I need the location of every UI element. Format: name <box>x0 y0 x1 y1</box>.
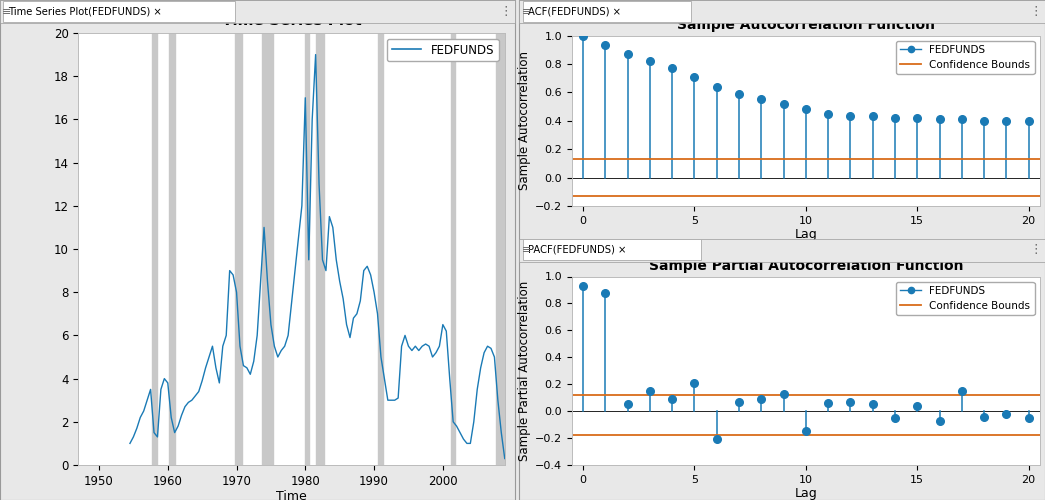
Y-axis label: Sample Partial Autocorrelation: Sample Partial Autocorrelation <box>518 280 531 461</box>
Text: ⋮: ⋮ <box>500 5 512 18</box>
Text: PACF(FEDFUNDS) ×: PACF(FEDFUNDS) × <box>528 245 626 255</box>
Legend: FEDFUNDS, Confidence Bounds: FEDFUNDS, Confidence Bounds <box>896 40 1035 74</box>
Title: Sample Partial Autocorrelation Function: Sample Partial Autocorrelation Function <box>649 258 963 272</box>
X-axis label: Time: Time <box>276 490 307 500</box>
Text: ACF(FEDFUNDS) ×: ACF(FEDFUNDS) × <box>528 6 621 16</box>
Title: Time Series Plot: Time Series Plot <box>222 12 362 28</box>
Text: ⋮: ⋮ <box>1029 244 1042 256</box>
Legend: FEDFUNDS, Confidence Bounds: FEDFUNDS, Confidence Bounds <box>896 282 1035 316</box>
Bar <box>169 33 175 465</box>
Bar <box>377 33 382 465</box>
Bar <box>235 33 241 465</box>
Text: ≡: ≡ <box>521 245 531 255</box>
Y-axis label: Sample Autocorrelation: Sample Autocorrelation <box>518 52 531 190</box>
Bar <box>262 33 273 465</box>
Text: ≡: ≡ <box>521 6 531 16</box>
Bar <box>496 33 508 465</box>
Bar <box>305 33 308 465</box>
X-axis label: Lag: Lag <box>794 488 817 500</box>
X-axis label: Lag: Lag <box>794 228 817 241</box>
Text: ≡: ≡ <box>2 6 11 16</box>
Legend: FEDFUNDS: FEDFUNDS <box>387 39 498 62</box>
Bar <box>451 33 455 465</box>
Text: ⋮: ⋮ <box>1029 5 1042 18</box>
Bar <box>316 33 324 465</box>
Bar <box>153 33 158 465</box>
Title: Sample Autocorrelation Function: Sample Autocorrelation Function <box>677 18 935 32</box>
Text: Time Series Plot(FEDFUNDS) ×: Time Series Plot(FEDFUNDS) × <box>8 6 162 16</box>
